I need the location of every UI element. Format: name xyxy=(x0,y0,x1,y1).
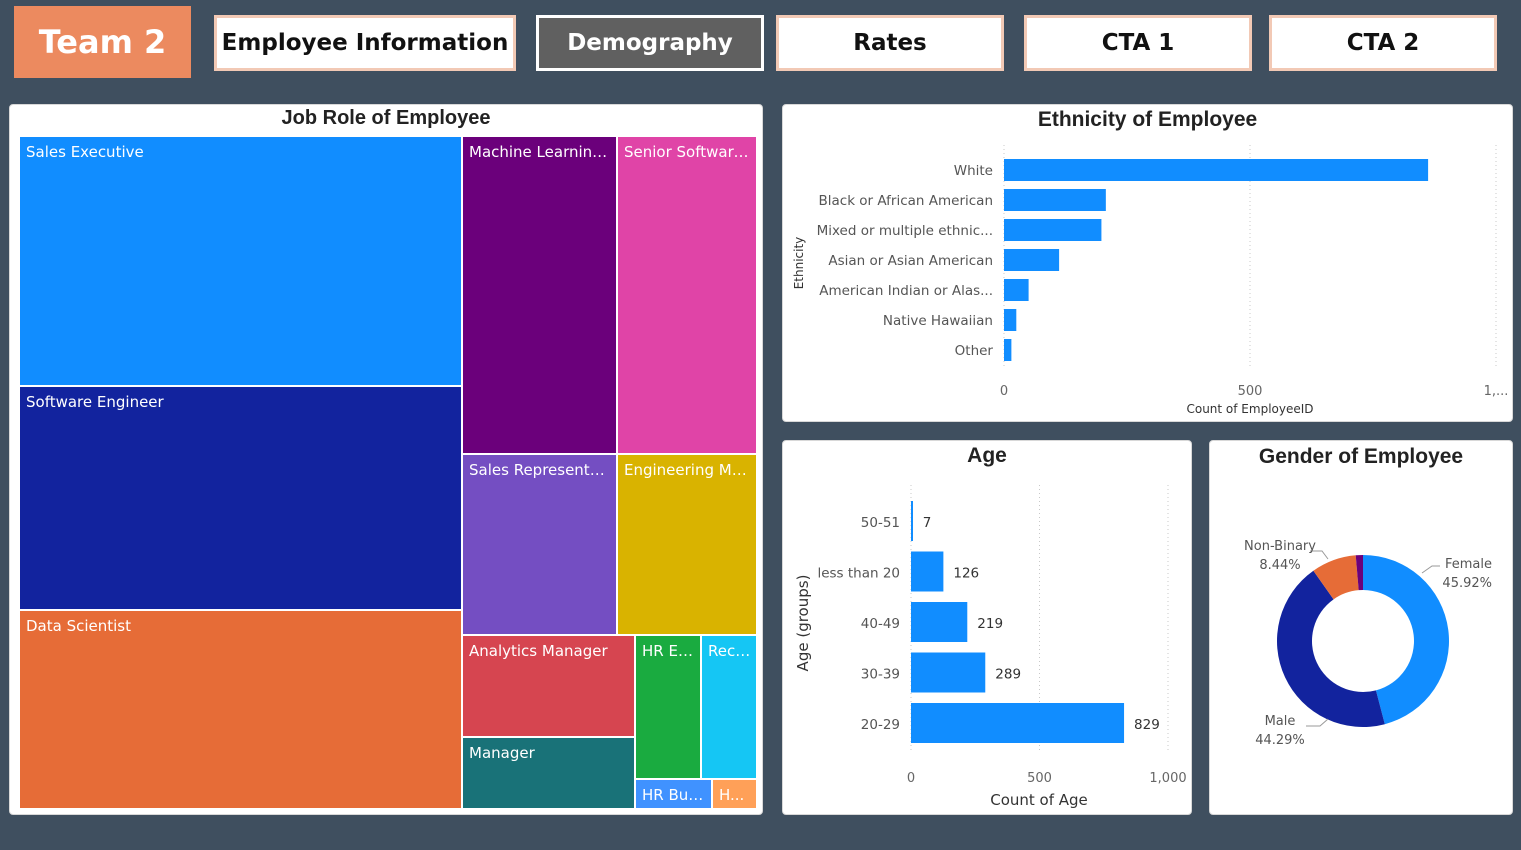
category-label: American Indian or Alas... xyxy=(819,283,993,299)
bar xyxy=(911,703,1125,743)
slice-name-label: Female xyxy=(1445,557,1492,572)
bar xyxy=(1004,219,1102,241)
data-label: 829 xyxy=(1134,717,1160,733)
treemap-tile-senior-software[interactable]: Senior Software ... xyxy=(617,136,757,454)
treemap-tile-hr-executive[interactable]: HR Ex... xyxy=(635,635,701,779)
category-label: 20-29 xyxy=(861,717,900,733)
tile-label: H... xyxy=(719,786,745,804)
donut-slice xyxy=(1277,570,1385,727)
treemap-tile-analytics-manager[interactable]: Analytics Manager xyxy=(462,635,635,737)
nav-button-demography[interactable]: Demography xyxy=(536,15,764,71)
slice-percent-label: 44.29% xyxy=(1255,733,1305,748)
leader-line xyxy=(1306,718,1329,727)
treemap-tile-recruiter[interactable]: Recr... xyxy=(701,635,757,779)
treemap-tile-engineering-manager[interactable]: Engineering Ma... xyxy=(617,454,757,635)
ethnicity-title: Ethnicity of Employee xyxy=(1037,108,1258,131)
tile-label: Software Engineer xyxy=(26,393,164,411)
tile-label: HR Ex... xyxy=(642,642,700,660)
bar xyxy=(1004,279,1029,301)
category-label: White xyxy=(954,163,993,179)
x-axis-title: Count of Age xyxy=(990,791,1088,809)
tile-label: Data Scientist xyxy=(26,617,131,635)
nav-button-cta-1[interactable]: CTA 1 xyxy=(1024,15,1252,71)
donut-slice xyxy=(1363,555,1449,725)
data-label: 219 xyxy=(977,616,1003,632)
nav-button-rates[interactable]: Rates xyxy=(776,15,1004,71)
age-title: Age xyxy=(967,444,1007,467)
donut-slice xyxy=(1355,555,1363,591)
data-label: 289 xyxy=(995,667,1021,683)
job-role-title: Job Role of Employee xyxy=(281,107,491,129)
tile-label: Manager xyxy=(469,744,535,762)
bar xyxy=(1004,249,1060,271)
bar xyxy=(1004,309,1017,331)
category-label: Mixed or multiple ethnic... xyxy=(817,223,993,239)
category-label: 40-49 xyxy=(861,616,900,632)
y-axis-title: Ethnicity xyxy=(792,237,806,290)
x-tick-label: 0 xyxy=(907,771,915,786)
data-label: 7 xyxy=(923,515,932,531)
tile-label: Machine Learning ... xyxy=(469,143,616,161)
job-role-panel: Job Role of Employee Sales Executive Sof… xyxy=(9,104,763,815)
treemap-tile-h[interactable]: H... xyxy=(712,779,757,809)
bar xyxy=(911,551,944,592)
tile-label: Sales Executive xyxy=(26,143,144,161)
gender-donut-chart: Female 45.92% Male 44.29% Non-Binary 8.44% xyxy=(1244,539,1492,748)
age-panel: Age 0 500 1,000 50-51 7 less than 20 126 40-49 2… xyxy=(782,440,1192,815)
slice-name-label: Non-Binary xyxy=(1244,539,1316,554)
gender-title: Gender of Employee xyxy=(1258,445,1464,468)
category-label: less than 20 xyxy=(817,566,900,582)
ethnicity-bar-chart: 0 500 1,... White Black or African American M… xyxy=(792,145,1509,416)
tile-label: Senior Software ... xyxy=(624,143,756,161)
data-label: 126 xyxy=(953,566,979,582)
category-label: Native Hawaiian xyxy=(883,313,993,329)
bar xyxy=(1004,339,1012,361)
bar xyxy=(911,602,968,642)
bar xyxy=(1004,159,1429,181)
treemap-tile-sales-executive[interactable]: Sales Executive xyxy=(19,136,462,386)
nav-button-employee-information[interactable]: Employee Information xyxy=(214,15,516,71)
x-axis-title: Count of EmployeeID xyxy=(1186,402,1313,416)
treemap-tile-machine-learning[interactable]: Machine Learning ... xyxy=(462,136,617,454)
treemap-tile-data-scientist[interactable]: Data Scientist xyxy=(19,610,462,809)
x-tick-label: 500 xyxy=(1238,384,1263,399)
treemap-tile-manager[interactable]: Manager xyxy=(462,737,635,809)
donut-slice xyxy=(1313,555,1359,600)
ethnicity-panel: Ethnicity of Employee 0 500 1,... White Blac… xyxy=(782,104,1513,422)
tile-label: Analytics Manager xyxy=(469,642,608,660)
x-tick-label: 1,000 xyxy=(1149,771,1186,786)
treemap-tile-hr-business[interactable]: HR Bus... xyxy=(635,779,712,809)
slice-percent-label: 45.92% xyxy=(1442,576,1492,591)
tile-label: HR Bus... xyxy=(642,786,711,804)
team-badge: Team 2 xyxy=(14,6,191,78)
treemap-tile-software-engineer[interactable]: Software Engineer xyxy=(19,386,462,610)
tile-label: Recr... xyxy=(708,642,755,660)
x-tick-label: 0 xyxy=(1000,384,1008,399)
slice-percent-label: 8.44% xyxy=(1259,558,1300,573)
category-label: 30-39 xyxy=(861,667,900,683)
category-label: Other xyxy=(955,343,994,359)
slice-name-label: Male xyxy=(1265,714,1296,729)
x-tick-label: 1,... xyxy=(1484,384,1509,399)
bar xyxy=(911,652,986,693)
x-tick-label: 500 xyxy=(1027,771,1052,786)
category-label: Black or African American xyxy=(818,193,993,209)
gender-panel: Gender of Employee Female 45.92% Male 44.29… xyxy=(1209,440,1513,815)
age-bar-chart: 0 500 1,000 50-51 7 less than 20 126 40-49 219 30… xyxy=(794,485,1187,809)
nav-button-cta-2[interactable]: CTA 2 xyxy=(1269,15,1497,71)
tile-label: Engineering Ma... xyxy=(624,461,756,479)
leader-line xyxy=(1310,550,1329,560)
tile-label: Sales Representati... xyxy=(469,461,616,479)
leader-line xyxy=(1421,565,1440,574)
category-label: 50-51 xyxy=(861,515,900,531)
category-label: Asian or Asian American xyxy=(828,253,993,269)
y-axis-title: Age (groups) xyxy=(794,575,812,672)
bar xyxy=(911,501,913,541)
treemap-tile-sales-representative[interactable]: Sales Representati... xyxy=(462,454,617,635)
bar xyxy=(1004,189,1106,211)
